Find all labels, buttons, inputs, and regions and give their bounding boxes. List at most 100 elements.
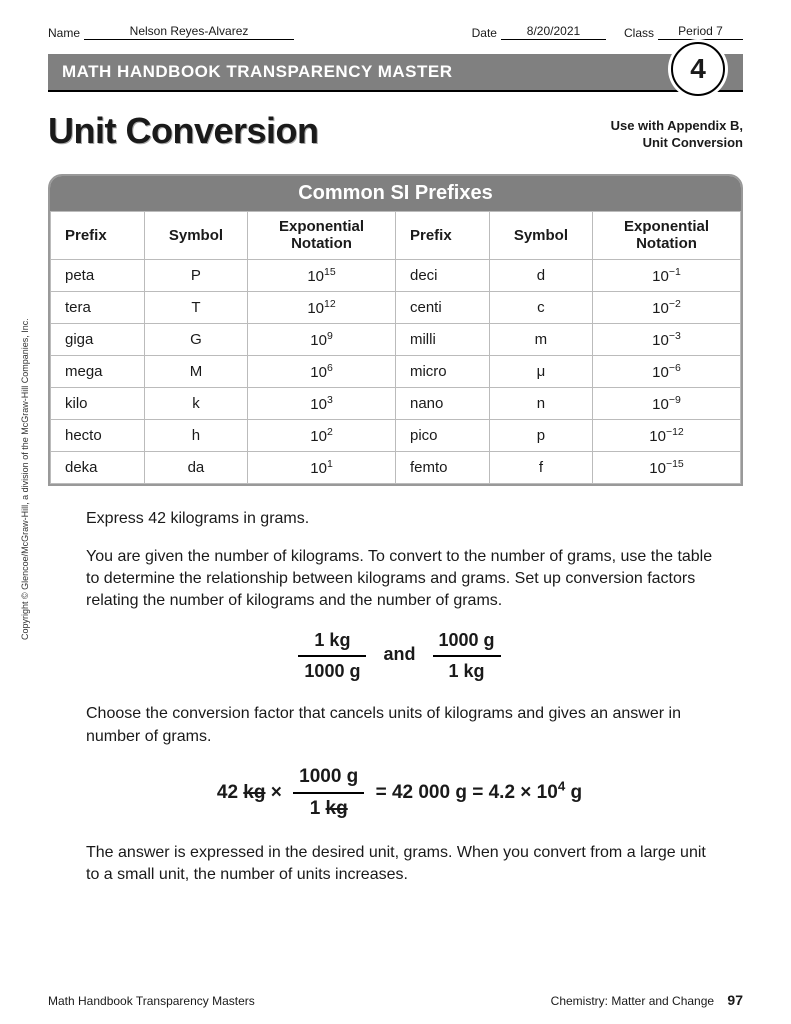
cell-symbol: da [144,451,247,483]
eq-frac-den: 1 kg [293,794,364,822]
cell-prefix2: milli [395,323,489,355]
footer-left: Math Handbook Transparency Masters [48,994,255,1008]
cell-symbol: P [144,259,247,291]
cell-prefix: hecto [51,419,145,451]
eq-frac-num: 1000 g [293,764,364,794]
cell-symbol: T [144,291,247,323]
cell-prefix2: pico [395,419,489,451]
cell-notation: 103 [248,387,396,419]
table-row: dekada101femtof10−15 [51,451,741,483]
th-prefix: Prefix [51,212,145,260]
name-value: Nelson Reyes-Alvarez [84,24,294,40]
conversion-factors: 1 kg 1000 g and 1000 g 1 kg [86,628,713,684]
factor-2: 1000 g 1 kg [433,628,501,684]
use-with-line2: Unit Conversion [611,135,743,152]
use-with-line1: Use with Appendix B, [611,118,743,135]
cell-symbol2: c [489,291,592,323]
explanation-3: The answer is expressed in the desired u… [86,842,713,886]
explanation-2: Choose the conversion factor that cancel… [86,703,713,747]
section-badge: 4 [671,42,725,96]
cell-prefix2: deci [395,259,489,291]
cell-notation2: 10−15 [593,451,741,483]
cell-notation2: 10−12 [593,419,741,451]
cell-notation: 101 [248,451,396,483]
th-symbol: Symbol [144,212,247,260]
cell-symbol2: p [489,419,592,451]
table-row: megaM106microμ10−6 [51,355,741,387]
cell-prefix2: nano [395,387,489,419]
cell-prefix: deka [51,451,145,483]
use-with: Use with Appendix B, Unit Conversion [611,118,743,152]
th-notation2-l2: Notation [636,235,697,252]
factor-1-num: 1 kg [298,628,366,657]
th-notation2: Exponential Notation [593,212,741,260]
cell-notation2: 10−6 [593,355,741,387]
cell-prefix2: micro [395,355,489,387]
worked-equation: 42 kg × 1000 g 1 kg = 42 000 g = 4.2 × 1… [86,764,713,822]
problem-statement: Express 42 kilograms in grams. [86,508,713,530]
eq-lhs-val: 42 [217,782,243,803]
class-value: Period 7 [658,24,743,40]
cell-prefix: tera [51,291,145,323]
eq-eq1: = 42 000 g = 4.2 × 10 [376,782,558,803]
si-prefix-table: Prefix Symbol Exponential Notation Prefi… [50,211,741,484]
table-row: kilok103nanon10−9 [51,387,741,419]
cell-notation2: 10−3 [593,323,741,355]
cell-prefix: kilo [51,387,145,419]
cell-symbol2: μ [489,355,592,387]
eq-times: × [265,782,287,803]
eq-frac-den-val: 1 [310,798,326,819]
table-title: Common SI Prefixes [50,176,741,211]
factor-1: 1 kg 1000 g [298,628,366,684]
explanation-1: You are given the number of kilograms. T… [86,546,713,612]
class-label: Class [624,26,654,40]
cell-symbol2: n [489,387,592,419]
page-title: Unit Conversion [48,110,319,152]
title-row: Unit Conversion Use with Appendix B, Uni… [48,110,743,152]
th-notation: Exponential Notation [248,212,396,260]
eq-lhs-unit: kg [243,782,265,803]
cell-prefix: giga [51,323,145,355]
factor-2-num: 1000 g [433,628,501,657]
body-text: Express 42 kilograms in grams. You are g… [86,508,713,887]
class-field: Class Period 7 [624,24,743,40]
th-notation-l1: Exponential [279,218,364,235]
eq-frac-den-unit: kg [326,798,348,819]
cell-prefix2: femto [395,451,489,483]
banner: MATH HANDBOOK TRANSPARENCY MASTER [48,54,743,92]
page-number: 97 [727,992,743,1008]
cell-notation2: 10−1 [593,259,741,291]
cell-notation2: 10−9 [593,387,741,419]
banner-wrap: MATH HANDBOOK TRANSPARENCY MASTER 4 [48,54,743,92]
cell-symbol: h [144,419,247,451]
table-row: gigaG109millim10−3 [51,323,741,355]
copyright-text: Copyright © Glencoe/McGraw-Hill, a divis… [20,318,30,640]
cell-symbol2: m [489,323,592,355]
table-row: hectoh102picop10−12 [51,419,741,451]
eq-result: = 42 000 g = 4.2 × 104 g [376,782,583,803]
name-label: Name [48,26,80,40]
table-row: teraT1012centic10−2 [51,291,741,323]
th-notation2-l1: Exponential [624,218,709,235]
cell-prefix: peta [51,259,145,291]
table-header-row: Prefix Symbol Exponential Notation Prefi… [51,212,741,260]
cell-symbol: M [144,355,247,387]
date-field: Date 8/20/2021 [472,24,606,40]
table-row: petaP1015decid10−1 [51,259,741,291]
eq-tail: g [565,782,582,803]
cell-notation: 1015 [248,259,396,291]
factor-2-den: 1 kg [433,657,501,684]
cell-notation: 1012 [248,291,396,323]
cell-symbol2: d [489,259,592,291]
date-value: 8/20/2021 [501,24,606,40]
eq-fraction: 1000 g 1 kg [293,764,364,822]
cell-prefix2: centi [395,291,489,323]
cell-symbol2: f [489,451,592,483]
th-notation-l2: Notation [291,235,352,252]
cell-notation: 109 [248,323,396,355]
cell-symbol: G [144,323,247,355]
factor-1-den: 1000 g [298,657,366,684]
name-field: Name Nelson Reyes-Alvarez [48,24,294,40]
cell-notation: 102 [248,419,396,451]
header-fields: Name Nelson Reyes-Alvarez Date 8/20/2021… [48,24,743,40]
